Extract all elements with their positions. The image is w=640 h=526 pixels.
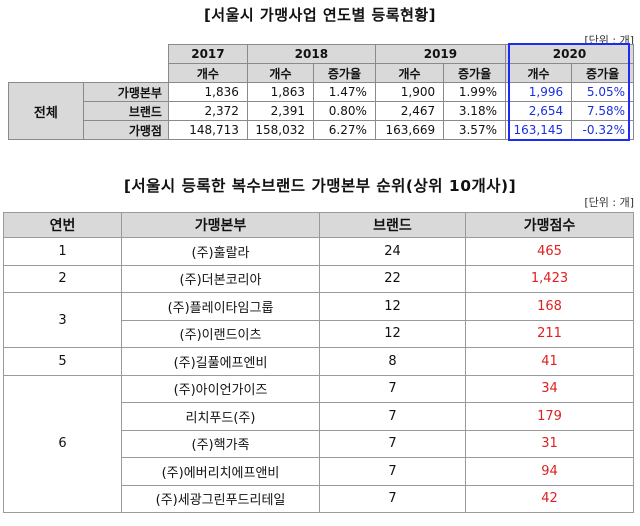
- table-row: (주)세광그린푸드리테일 7 42: [4, 484, 634, 513]
- growth-header-2019: 증가율: [443, 63, 506, 83]
- yearly-registration-table: 2017 2018 2019 2020 개수 개수 증가율 개수 증가율 개수 …: [8, 44, 635, 140]
- row-label: 가맹점: [82, 120, 169, 140]
- table1-title: [서울시 가맹사업 연도별 등록현황]: [203, 6, 437, 24]
- value-cell: 1,836: [167, 82, 248, 102]
- count-header-2020: 개수: [504, 63, 573, 83]
- growth-cell-2020: -0.32%: [571, 120, 634, 140]
- store-count-cell: 211: [465, 319, 634, 348]
- growth-cell: 3.18%: [443, 101, 506, 121]
- value-cell: 2,391: [246, 101, 315, 121]
- rank-cell: 2: [3, 264, 122, 293]
- hq-cell: (주)더본코리아: [121, 264, 320, 293]
- value-cell: 148,713: [167, 120, 248, 140]
- table1-subheader-row: 개수 개수 증가율 개수 증가율 개수 증가율: [9, 63, 634, 83]
- year-2019-header: 2019: [374, 44, 506, 64]
- growth-cell-2020: 7.58%: [571, 101, 634, 121]
- store-count-cell: 1,423: [465, 264, 634, 293]
- table2-header-row: 연번 가맹본부 브랜드 가맹점수: [3, 212, 634, 238]
- table2-unit-label: [단위 : 개]: [584, 196, 634, 209]
- store-count-cell: 34: [465, 374, 634, 403]
- hq-cell: (주)훌랄라: [121, 237, 320, 266]
- table1-year-header-row: 2017 2018 2019 2020: [8, 44, 635, 83]
- store-count-cell: 31: [465, 429, 634, 458]
- group-label-total: 전체: [8, 82, 84, 140]
- store-count-cell: 465: [465, 237, 634, 266]
- growth-cell: 3.57%: [443, 120, 506, 140]
- brand-count-cell: 24: [319, 237, 466, 266]
- value-cell: 2,372: [167, 101, 248, 121]
- store-count-cell: 168: [465, 292, 634, 321]
- value-cell-2020: 163,145: [504, 120, 573, 140]
- value-cell: 2,467: [374, 101, 445, 121]
- brand-column-header: 브랜드: [319, 212, 466, 238]
- value-cell: 1,863: [246, 82, 315, 102]
- table1-corner-cell: [8, 44, 169, 83]
- hq-column-header: 가맹본부: [121, 212, 320, 238]
- table-row: 6 (주)아이언가이즈 7 34: [3, 374, 634, 513]
- table-row: 전체 가맹본부 1,836 1,863 1.47% 1,900 1.99% 1,…: [8, 82, 634, 140]
- hq-cell: (주)세광그린푸드리테일: [121, 484, 320, 513]
- multi-brand-ranking-table: 연번 가맹본부 브랜드 가맹점수 1 (주)훌랄라 24 465 2 (주)더본…: [3, 212, 634, 513]
- count-header-2017: 개수: [167, 63, 248, 83]
- value-cell: 158,032: [246, 120, 315, 140]
- rank-cell: 3: [3, 292, 122, 348]
- hq-cell: (주)플레이타임그룹: [121, 292, 320, 321]
- growth-cell: 1.99%: [443, 82, 506, 102]
- table-row: (주)에버리치에프앤비 7 94: [4, 457, 634, 486]
- hq-cell: (주)핵가족: [121, 429, 320, 458]
- value-cell: 163,669: [374, 120, 445, 140]
- brand-count-cell: 7: [319, 457, 466, 486]
- table-row: 5 (주)길풀에프엔비 8 41: [3, 347, 634, 376]
- brand-count-cell: 7: [319, 484, 466, 513]
- brand-count-cell: 12: [319, 292, 466, 321]
- hq-cell: (주)길풀에프엔비: [121, 347, 320, 376]
- count-header-2018: 개수: [246, 63, 315, 83]
- rank-column-header: 연번: [3, 212, 122, 238]
- stores-column-header: 가맹점수: [465, 212, 634, 238]
- brand-count-cell: 7: [319, 429, 466, 458]
- table-row: 3 (주)플레이타임그룹 12 168: [3, 292, 634, 348]
- brand-count-cell: 22: [319, 264, 466, 293]
- rank-cell: 5: [3, 347, 122, 376]
- growth-cell: 6.27%: [313, 120, 376, 140]
- growth-cell: 1.47%: [313, 82, 376, 102]
- table-row: 2 (주)더본코리아 22 1,423: [3, 264, 634, 293]
- table2-title: [서울시 등록한 복수브랜드 가맹본부 순위(상위 10개사)]: [123, 177, 517, 195]
- table-row: (주)핵가족 7 31: [4, 429, 634, 458]
- store-count-cell: 179: [465, 402, 634, 431]
- growth-cell-2020: 5.05%: [571, 82, 634, 102]
- row-label: 가맹본부: [82, 82, 169, 102]
- brand-count-cell: 7: [319, 374, 466, 403]
- value-cell: 1,900: [374, 82, 445, 102]
- hq-cell: 리치푸드(주): [121, 402, 320, 431]
- rank-cell: 1: [3, 237, 122, 266]
- hq-cell: (주)이랜드이츠: [121, 319, 320, 348]
- growth-cell: 0.80%: [313, 101, 376, 121]
- year-2018-header: 2018: [246, 44, 376, 64]
- count-header-2019: 개수: [374, 63, 445, 83]
- table-row: 가맹점 148,713 158,032 6.27% 163,669 3.57% …: [9, 120, 634, 140]
- brand-count-cell: 8: [319, 347, 466, 376]
- store-count-cell: 94: [465, 457, 634, 486]
- rank-cell: 6: [3, 374, 122, 513]
- row-label: 브랜드: [82, 101, 169, 121]
- hq-cell: (주)아이언가이즈: [121, 374, 320, 403]
- brand-count-cell: 7: [319, 402, 466, 431]
- store-count-cell: 42: [465, 484, 634, 513]
- growth-header-2018: 증가율: [313, 63, 376, 83]
- value-cell-2020: 2,654: [504, 101, 573, 121]
- value-cell-2020: 1,996: [504, 82, 573, 102]
- store-count-cell: 41: [465, 347, 634, 376]
- hq-cell: (주)에버리치에프앤비: [121, 457, 320, 486]
- table-row: 브랜드 2,372 2,391 0.80% 2,467 3.18% 2,654 …: [9, 101, 634, 121]
- year-2020-header: 2020: [504, 44, 635, 64]
- table-row: 1 (주)훌랄라 24 465: [3, 237, 634, 266]
- brand-count-cell: 12: [319, 319, 466, 348]
- growth-header-2020: 증가율: [571, 63, 634, 83]
- year-2017-header: 2017: [167, 44, 248, 64]
